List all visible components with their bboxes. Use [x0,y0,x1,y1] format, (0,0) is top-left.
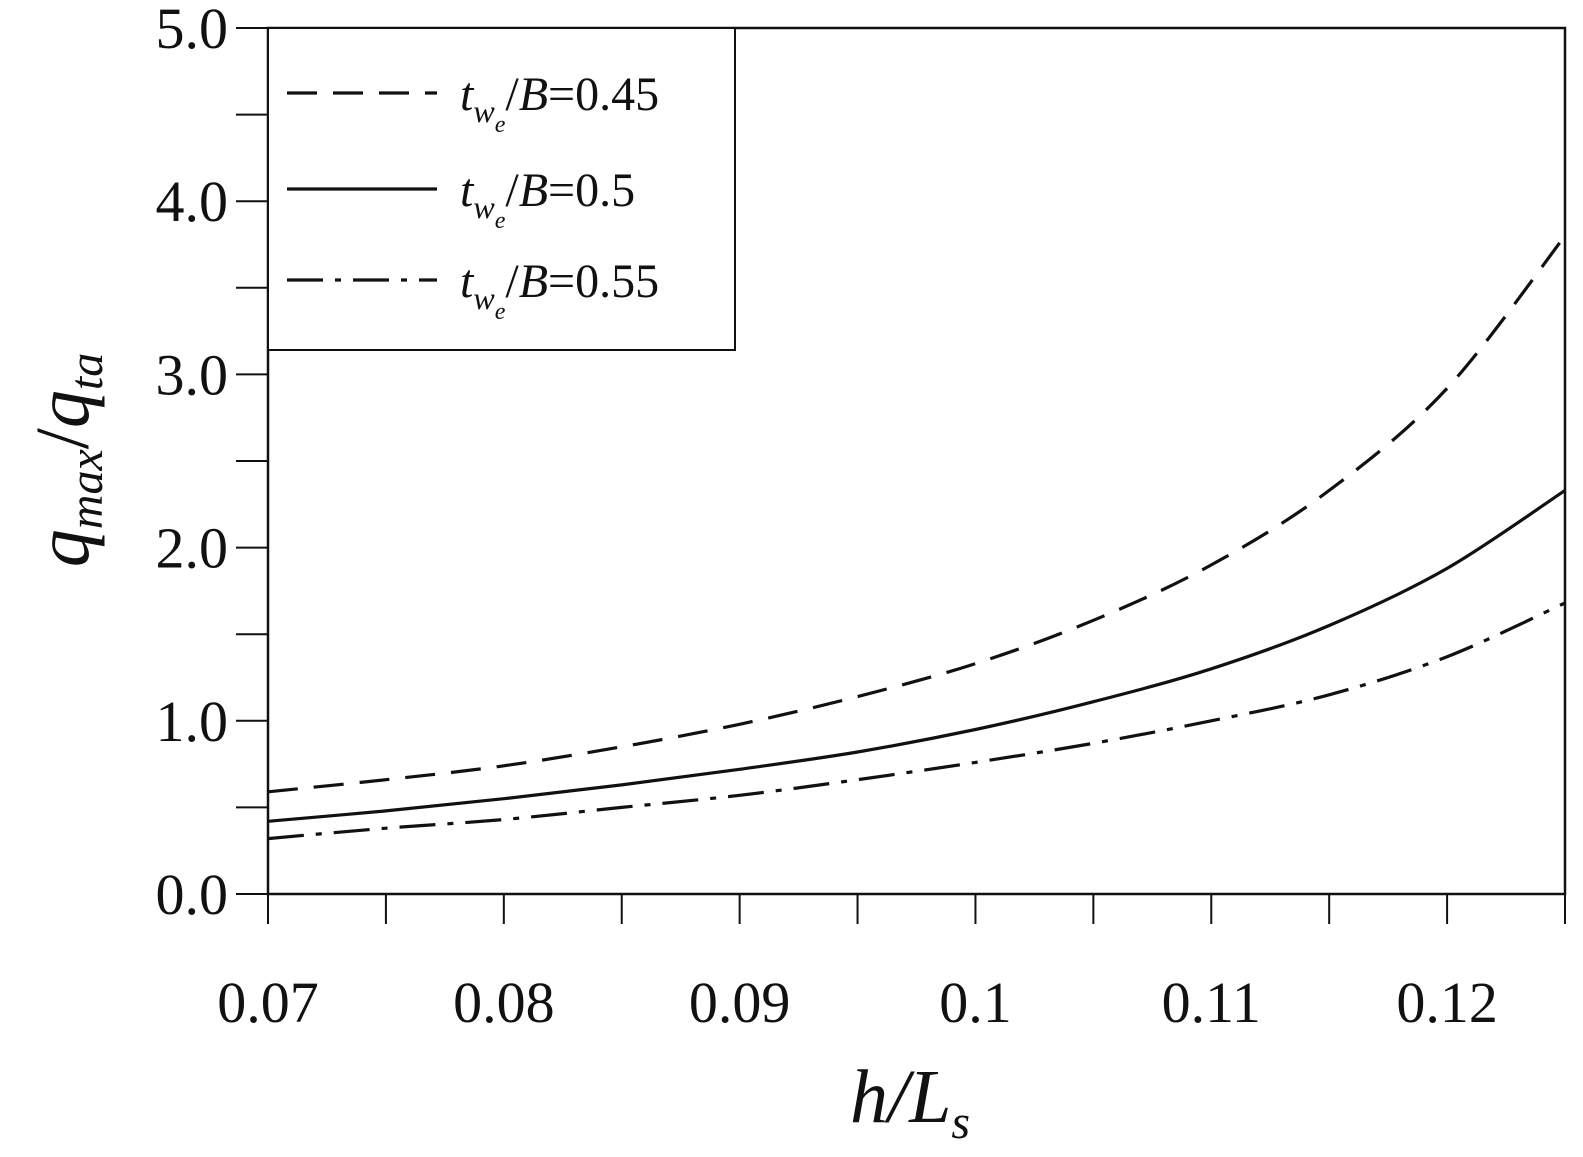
legend-label-1: twe/B=0.45 [460,68,659,138]
series-line-3 [267,601,1566,841]
y-tick-label: 5.0 [156,0,229,61]
y-tick-label: 4.0 [156,169,229,234]
legend-entries: twe/B=0.45 twe/B=0.5 twe/B=0.55 [287,68,659,325]
x-axis-ticks: 0.07 0.08 0.09 0.1 0.11 0.12 [217,894,1566,1035]
x-label-sub: s [951,1096,970,1149]
x-tick-label: 0.1 [939,970,1012,1035]
x-tick-label: 0.08 [453,970,555,1035]
x-tick-label: 0.11 [1162,970,1261,1035]
y-label-q1: q [21,529,105,567]
y-axis-ticks: 0.0 1.0 2.0 3.0 4.0 5.0 [156,0,268,927]
series-line-1 [267,234,1567,794]
x-axis-label: h/Ls [850,1055,970,1149]
y-axis-label: qmax/qta [21,353,113,567]
x-tick-label: 0.09 [689,970,791,1035]
legend: twe/B=0.45 twe/B=0.5 twe/B=0.55 [267,27,736,351]
y-label-sub1: max [60,449,113,529]
y-label-slash: / [21,427,105,449]
y-label-sub2: ta [60,353,113,390]
series-layer [267,234,1567,841]
y-tick-label: 3.0 [156,342,229,407]
x-tick-label: 0.07 [217,970,319,1035]
y-tick-label: 1.0 [156,689,229,754]
y-tick-label: 2.0 [156,516,229,581]
legend-label-3: twe/B=0.55 [460,255,659,325]
series-line-2 [267,489,1566,823]
x-label-base: h/L [850,1055,951,1139]
x-tick-label: 0.12 [1396,970,1498,1035]
y-tick-label: 0.0 [156,862,229,927]
y-label-q2: q [21,390,105,428]
legend-label-2: twe/B=0.5 [460,164,635,234]
